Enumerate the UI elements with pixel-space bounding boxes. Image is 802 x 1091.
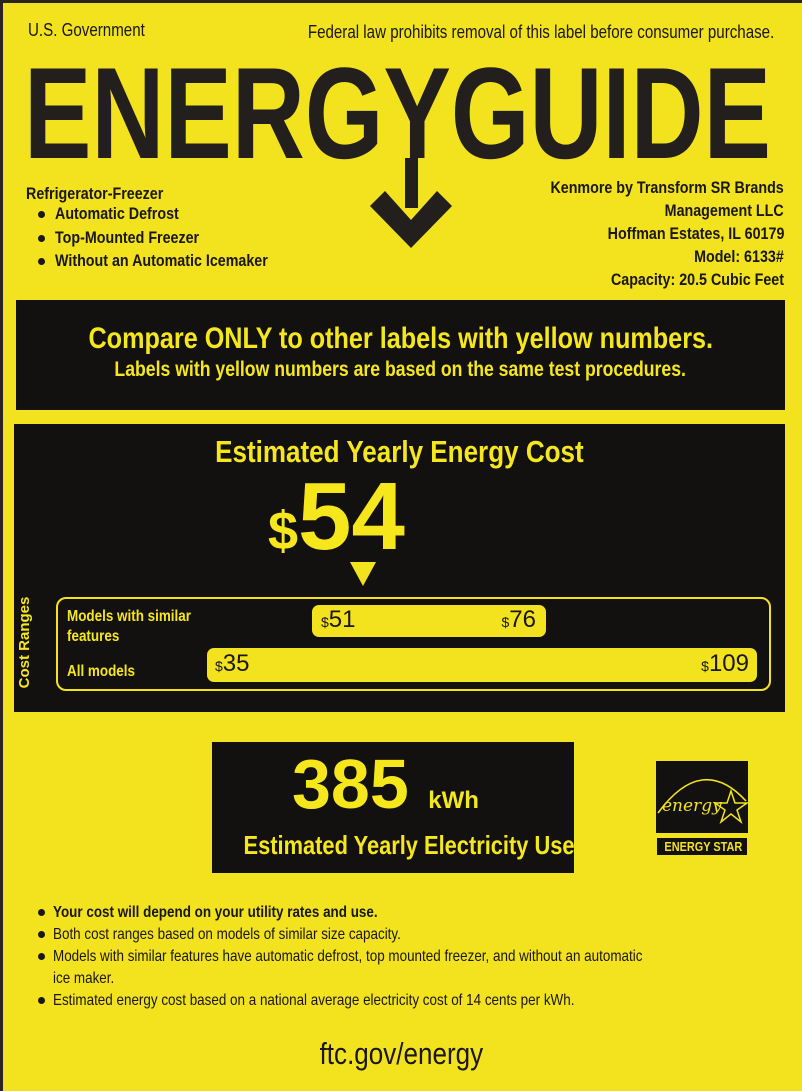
arrow-down-icon — [370, 191, 452, 248]
note-item: Your cost will depend on your utility ra… — [38, 902, 758, 924]
arrow-stem — [405, 158, 418, 208]
cost-ranges-box: Models with similar features All models … — [56, 597, 771, 691]
all-models-label: All models — [67, 663, 135, 680]
product-info: Refrigerator-Freezer Automatic Defrost T… — [26, 184, 308, 271]
us-government: U.S. Government — [28, 20, 145, 40]
note-item: Estimated energy cost based on a nationa… — [38, 990, 758, 1012]
cost-panel: Estimated Yearly Energy Cost $54 Cost Ra… — [14, 424, 785, 712]
cost-value: $54 — [268, 463, 405, 570]
electricity-label: Estimated Yearly Electricity Use — [243, 830, 575, 860]
kwh-value: 385 kWh — [292, 745, 479, 823]
energyguide-logo: ENERGYGUIDE — [24, 58, 771, 248]
feature-item: Top-Mounted Freezer — [38, 228, 308, 251]
energy-star-logo: energy ENERGY STAR — [656, 761, 748, 856]
feature-item: Without an Automatic Icemaker — [38, 251, 308, 271]
ftc-link[interactable]: ftc.gov/energy — [319, 1036, 483, 1071]
product-type: Refrigerator-Freezer — [26, 184, 164, 203]
svg-text:ENERGYGUIDE: ENERGYGUIDE — [24, 58, 771, 186]
svg-text:energy: energy — [662, 796, 722, 816]
removal-warning: Federal law prohibits removal of this la… — [307, 22, 774, 42]
feature-item: Automatic Defrost — [38, 204, 308, 228]
cost-pointer-icon — [350, 562, 376, 586]
manufacturer-info: Kenmore by Transform SR Brands Managemen… — [550, 178, 784, 289]
energy-star-icon: energy — [656, 761, 748, 833]
compare-banner: Compare ONLY to other labels with yellow… — [16, 300, 785, 410]
cost-title: Estimated Yearly Energy Cost — [215, 434, 584, 469]
note-item: Both cost ranges based on models of simi… — [38, 924, 758, 946]
electricity-panel: 385 kWh Estimated Yearly Electricity Use — [212, 742, 575, 873]
notes-list: Your cost will depend on your utility ra… — [38, 902, 758, 1012]
similar-models-label: Models with similar features — [67, 608, 191, 645]
cost-ranges-label: Cost Ranges — [16, 596, 33, 689]
all-range-bar: $35 $109 — [207, 648, 757, 682]
similar-range-bar: $51 $76 — [312, 605, 546, 637]
energy-star-label: ENERGY STAR — [656, 837, 748, 856]
note-item: Models with similar features have automa… — [38, 946, 758, 990]
